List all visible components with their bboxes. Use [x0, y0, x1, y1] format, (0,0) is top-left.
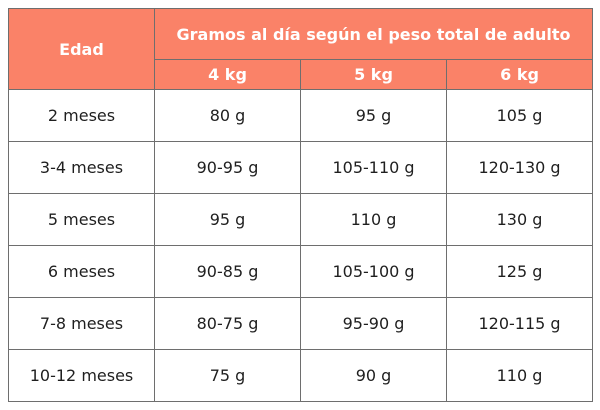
grams-cell: 90-95 g	[154, 141, 301, 194]
table-body: 2 meses 80 g 95 g 105 g 3-4 meses 90-95 …	[8, 89, 594, 402]
table-row: 7-8 meses 80-75 g 95-90 g 120-115 g	[8, 297, 594, 350]
feeding-table: Edad Gramos al día según el peso total d…	[8, 8, 594, 402]
grams-cell: 125 g	[445, 245, 594, 298]
weight-header-4kg: 4 kg	[154, 59, 301, 90]
grams-cell: 90 g	[300, 349, 447, 402]
table-row: 2 meses 80 g 95 g 105 g	[8, 89, 594, 142]
table-row: 5 meses 95 g 110 g 130 g	[8, 193, 594, 246]
grams-cell: 120-130 g	[445, 141, 594, 194]
table-row: 3-4 meses 90-95 g 105-110 g 120-130 g	[8, 141, 594, 194]
grams-cell: 120-115 g	[445, 297, 594, 350]
grams-cell: 105-110 g	[300, 141, 447, 194]
table-header: Edad Gramos al día según el peso total d…	[8, 8, 594, 90]
grams-cell: 80 g	[154, 89, 301, 142]
grams-cell: 95 g	[154, 193, 301, 246]
grams-cell: 75 g	[154, 349, 301, 402]
age-cell: 2 meses	[8, 89, 155, 142]
weight-group-header: Gramos al día según el peso total de adu…	[153, 8, 594, 60]
grams-cell: 130 g	[445, 193, 594, 246]
grams-cell: 80-75 g	[154, 297, 301, 350]
table-row: 6 meses 90-85 g 105-100 g 125 g	[8, 245, 594, 298]
grams-cell: 105 g	[445, 89, 594, 142]
age-cell: 5 meses	[8, 193, 155, 246]
grams-cell: 110 g	[445, 349, 594, 402]
age-cell: 3-4 meses	[8, 141, 155, 194]
weight-header-6kg: 6 kg	[445, 59, 594, 90]
age-cell: 6 meses	[8, 245, 155, 298]
age-column-header: Edad	[8, 8, 155, 90]
table-row: 10-12 meses 75 g 90 g 110 g	[8, 349, 594, 402]
grams-cell: 110 g	[300, 193, 447, 246]
weight-header-5kg: 5 kg	[300, 59, 447, 90]
grams-cell: 105-100 g	[300, 245, 447, 298]
age-cell: 10-12 meses	[8, 349, 155, 402]
grams-cell: 95-90 g	[300, 297, 447, 350]
grams-cell: 95 g	[300, 89, 447, 142]
age-cell: 7-8 meses	[8, 297, 155, 350]
grams-cell: 90-85 g	[154, 245, 301, 298]
